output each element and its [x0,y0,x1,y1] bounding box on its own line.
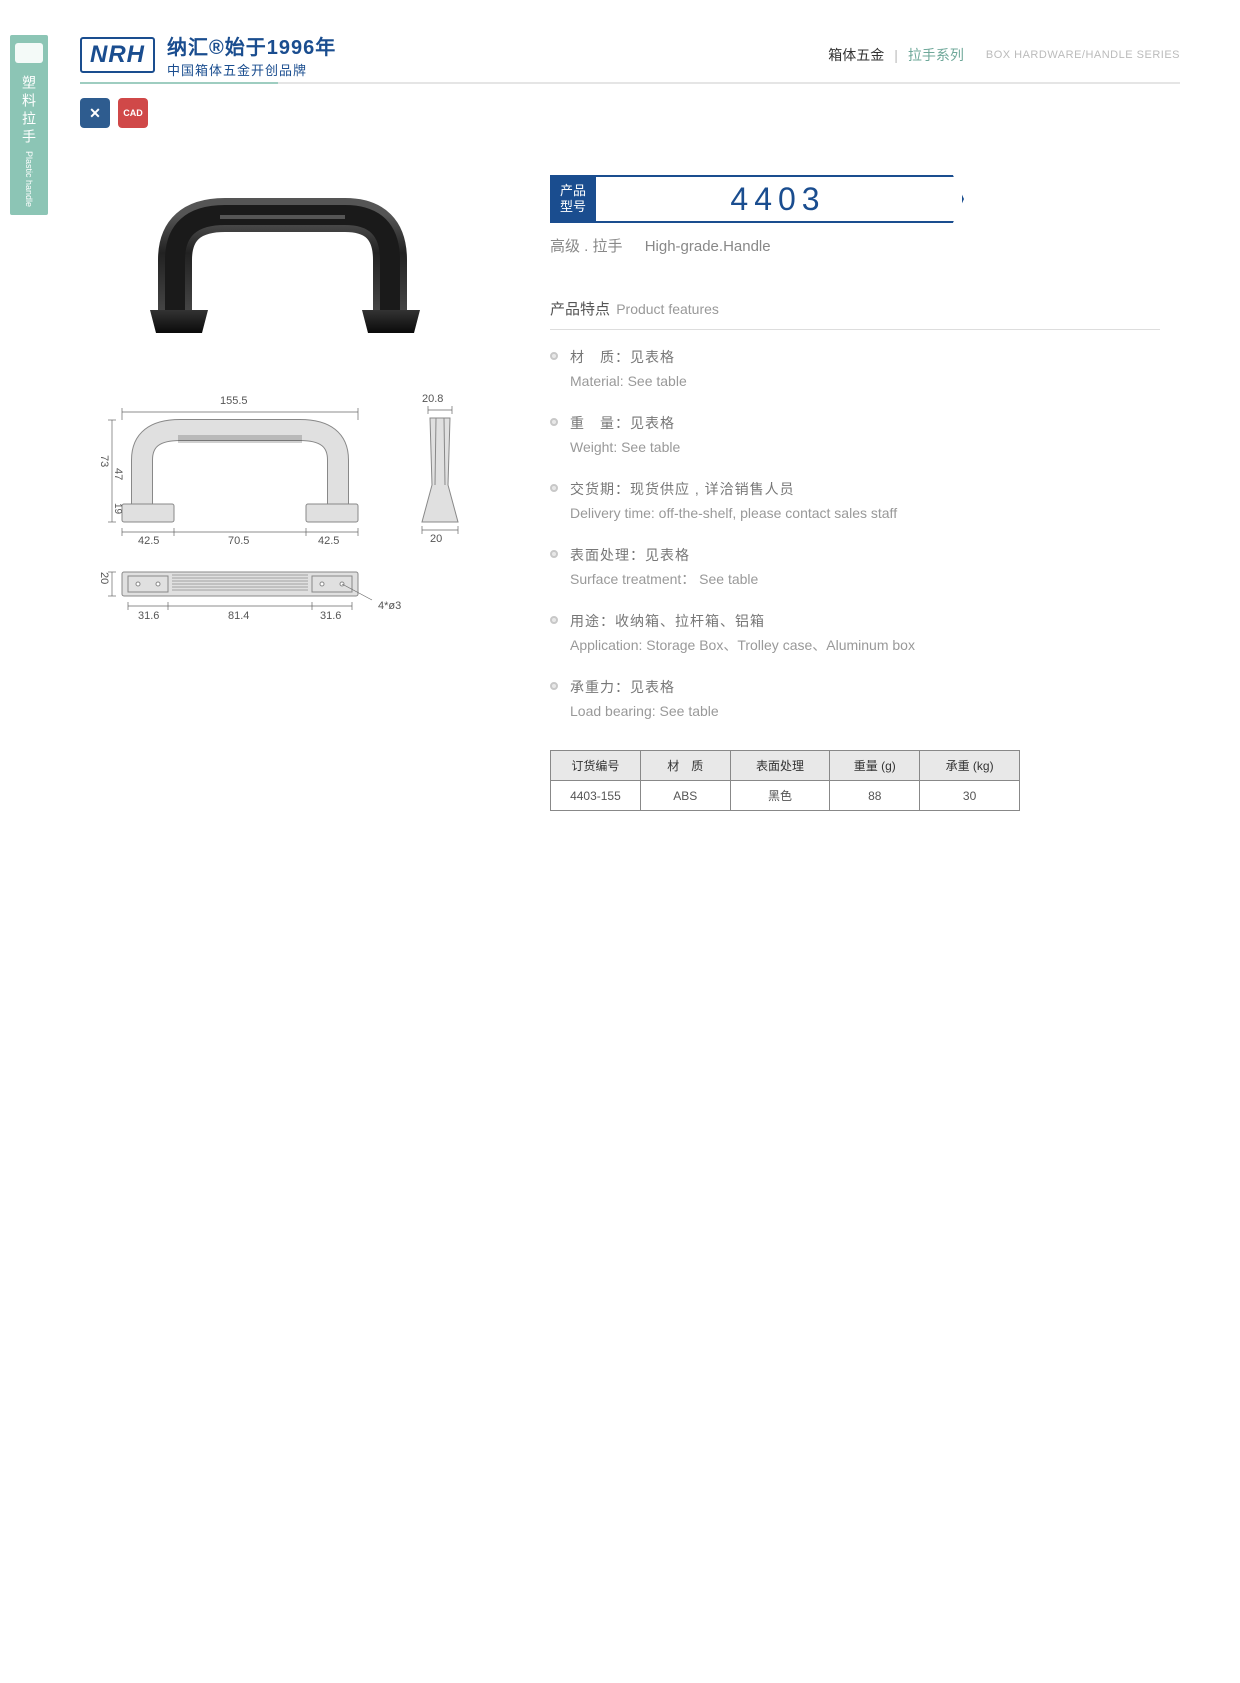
dim-side-base: 20 [430,533,442,545]
feature-text: 用途：收纳箱、拉杆箱、铝箱Application: Storage Box、Tr… [570,610,915,656]
feature-zh: 承重力：见表格 [570,676,719,698]
header-breadcrumb: 箱体五金 | 拉手系列 BOX HARDWARE/HANDLE SERIES [828,45,1180,65]
model-tag: 产品 型号 [550,175,596,223]
breadcrumb-divider: | [894,47,898,63]
table-header-row: 订货编号材 质表面处理重量 (g)承重 (kg) [551,751,1020,781]
bullet-icon [550,682,558,690]
feature-zh: 表面处理：见表格 [570,544,758,566]
table-cell: 88 [830,781,920,811]
dim-bottom-a: 31.6 [138,610,159,622]
table-header-cell: 订货编号 [551,751,641,781]
header-divider-line [80,82,1180,84]
side-tab-label-zh: 塑料拉手 [19,75,39,147]
capability-badges: ✕ CAD [80,98,148,128]
feature-item: 承重力：见表格Load bearing: See table [550,676,1160,722]
features-heading: 产品特点 Product features [550,298,1160,330]
feature-zh: 用途：收纳箱、拉杆箱、铝箱 [570,610,915,632]
model-subtitle: 高级 . 拉手 High-grade.Handle [550,235,1160,256]
product-details: 产品 型号 4403 高级 . 拉手 High-grade.Handle 产品特… [550,175,1160,811]
side-category-tab: 塑料拉手 Plastic handle [10,35,48,215]
bullet-icon [550,484,558,492]
model-tag-l1: 产品 [560,183,586,199]
feature-item: 材 质：见表格Material: See table [550,346,1160,392]
dim-foot-left: 42.5 [138,535,159,547]
feature-en: Surface treatment： See table [570,568,758,590]
feature-item: 用途：收纳箱、拉杆箱、铝箱Application: Storage Box、Tr… [550,610,1160,656]
table-header-cell: 表面处理 [730,751,830,781]
bullet-icon [550,352,558,360]
table-header-cell: 承重 (kg) [920,751,1020,781]
drawing-side-view [410,400,470,540]
table-cell: 4403-155 [551,781,641,811]
logo-top-line: 纳汇®始于1996年 [167,31,336,60]
feature-en: Load bearing: See table [570,700,719,722]
breadcrumb-series: 拉手系列 [908,45,964,65]
dim-gap: 70.5 [228,535,249,547]
bullet-icon [550,418,558,426]
feature-zh: 材 质：见表格 [570,346,687,368]
dim-h-grip: 47 [112,468,124,480]
logo-abbr: NRH [80,37,155,73]
feature-text: 交货期：现货供应 , 详洽销售人员Delivery time: off-the-… [570,478,897,524]
breadcrumb-en: BOX HARDWARE/HANDLE SERIES [986,49,1180,61]
subtitle-en: High-grade.Handle [645,238,771,255]
dim-h-total: 73 [98,455,110,467]
feature-item: 重 量：见表格Weight: See table [550,412,1160,458]
model-number-row: 产品 型号 4403 [550,175,1160,223]
table-cell: 黑色 [730,781,830,811]
feature-item: 表面处理：见表格Surface treatment： See table [550,544,1160,590]
table-body: 4403-155ABS黑色8830 [551,781,1020,811]
features-heading-en: Product features [616,301,719,317]
bullet-icon [550,550,558,558]
feature-en: Application: Storage Box、Trolley case、Al… [570,634,915,656]
tool-badge: ✕ [80,98,110,128]
bullet-icon [550,616,558,624]
table-row: 4403-155ABS黑色8830 [551,781,1020,811]
dim-side-top: 20.8 [422,393,443,405]
feature-item: 交货期：现货供应 , 详洽销售人员Delivery time: off-the-… [550,478,1160,524]
handle-icon [15,43,43,63]
table-cell: 30 [920,781,1020,811]
features-heading-zh: 产品特点 [550,301,610,318]
product-visuals: 155.5 73 47 19 42.5 70.5 42.5 20.8 20 [100,165,490,635]
spec-table: 订货编号材 质表面处理重量 (g)承重 (kg) 4403-155ABS黑色88… [550,750,1020,811]
feature-list: 材 质：见表格Material: See table 重 量：见表格Weight:… [550,346,1160,722]
subtitle-zh: 高级 . 拉手 [550,238,623,255]
logo-group: NRH 纳汇®始于1996年 中国箱体五金开创品牌 [80,31,336,79]
cad-badge-label: CAD [123,108,143,118]
feature-text: 承重力：见表格Load bearing: See table [570,676,719,722]
side-tab-label-en: Plastic handle [24,151,34,207]
table-header-cell: 材 质 [640,751,730,781]
dim-h-foot: 19 [112,503,123,514]
logo-bottom-line: 中国箱体五金开创品牌 [167,60,336,79]
feature-en: Delivery time: off-the-shelf, please con… [570,502,897,524]
table-cell: ABS [640,781,730,811]
feature-zh: 重 量：见表格 [570,412,680,434]
dim-bottom-c: 31.6 [320,610,341,622]
breadcrumb-category: 箱体五金 [828,45,884,65]
model-tag-l2: 型号 [560,199,586,215]
logo-text: 纳汇®始于1996年 中国箱体五金开创品牌 [167,31,336,79]
cad-badge: CAD [118,98,148,128]
dim-hole: 4*ø3 [378,600,401,612]
tool-badge-icon: ✕ [89,105,101,122]
feature-text: 材 质：见表格Material: See table [570,346,687,392]
product-photo [130,165,430,355]
feature-zh: 交货期：现货供应 , 详洽销售人员 [570,478,897,500]
dim-width-total: 155.5 [220,395,248,407]
table-header-cell: 重量 (g) [830,751,920,781]
feature-en: Weight: See table [570,436,680,458]
engineering-drawings: 155.5 73 47 19 42.5 70.5 42.5 20.8 20 [100,390,490,635]
page-header: NRH 纳汇®始于1996年 中国箱体五金开创品牌 箱体五金 | 拉手系列 BO… [80,30,1180,80]
drawing-front-view [100,400,380,540]
model-number: 4403 [594,175,964,223]
feature-text: 重 量：见表格Weight: See table [570,412,680,458]
feature-text: 表面处理：见表格Surface treatment： See table [570,544,758,590]
dim-foot-right: 42.5 [318,535,339,547]
dim-bottom-b: 81.4 [228,610,249,622]
dim-bottom-h: 20 [98,572,110,584]
feature-en: Material: See table [570,370,687,392]
